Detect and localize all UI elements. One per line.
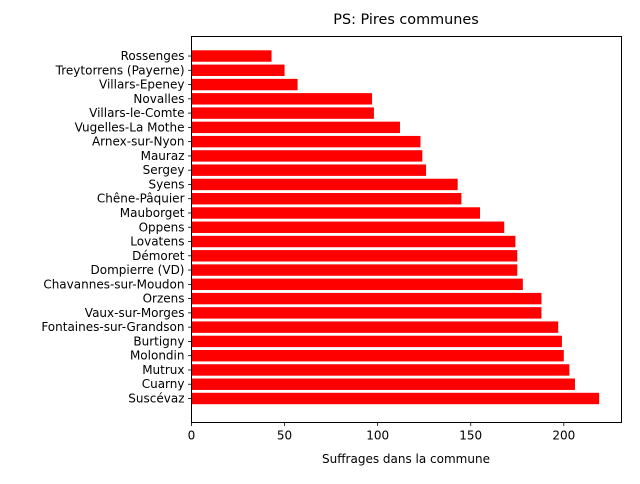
- category-label: Démoret: [132, 249, 185, 263]
- category-label: Treytorrens (Payerne): [55, 63, 185, 77]
- plot-frame: [191, 36, 622, 423]
- bar: [191, 278, 523, 291]
- category-label: Oppens: [139, 220, 185, 234]
- bar: [191, 335, 562, 348]
- category-label: Cuarny: [142, 377, 185, 391]
- category-label: Orzens: [143, 292, 185, 306]
- bar: [191, 392, 600, 405]
- category-label: Sergey: [143, 163, 185, 177]
- bars-group: [191, 50, 600, 405]
- bar: [191, 207, 481, 219]
- category-label: Dompierre (VD): [90, 263, 184, 277]
- bar: [191, 107, 374, 119]
- category-label: Syens: [149, 177, 185, 191]
- category-label: Villars-le-Comte: [89, 106, 184, 120]
- x-tick-label: 50: [277, 429, 292, 443]
- bar: [191, 193, 462, 205]
- bar: [191, 235, 516, 248]
- bar: [191, 164, 427, 176]
- category-label: Burtigny: [133, 334, 184, 348]
- bar: [191, 64, 285, 76]
- bar: [191, 378, 575, 390]
- category-labels: SuscévazCuarnyMutruxMolondinBurtignyFont…: [41, 49, 192, 406]
- bar: [191, 307, 542, 319]
- category-label: Mutrux: [142, 363, 184, 377]
- bar: [191, 221, 505, 233]
- bar: [191, 150, 423, 162]
- bar: [191, 178, 458, 191]
- bar: [191, 121, 400, 134]
- x-tick-label: 0: [188, 429, 196, 443]
- category-label: Vaux-sur-Morges: [85, 306, 185, 320]
- category-label: Rossenges: [121, 49, 185, 63]
- x-tick-label: 200: [552, 429, 575, 443]
- bar: [191, 349, 564, 362]
- bar: [191, 321, 559, 333]
- category-label: Lovatens: [130, 235, 184, 249]
- bar: [191, 78, 298, 91]
- category-label: Villars-Epeney: [99, 78, 185, 92]
- bar: [191, 50, 272, 62]
- category-label: Fontaines-sur-Grandson: [41, 320, 184, 334]
- x-axis-ticks: 0 50 100 150 200: [188, 422, 575, 443]
- bar: [191, 292, 542, 305]
- bar: [191, 135, 421, 148]
- category-label: Mauborget: [120, 206, 185, 220]
- category-label: Arnex-sur-Nyon: [92, 135, 185, 149]
- bar: [191, 93, 373, 105]
- bar: [191, 364, 570, 376]
- x-tick-label: 150: [459, 429, 482, 443]
- category-label: Chavannes-sur-Moudon: [43, 277, 184, 291]
- bar: [191, 264, 518, 276]
- chart-title: PS: Pires communes: [333, 12, 478, 28]
- category-label: Chêne-Pâquier: [97, 192, 185, 206]
- category-label: Mauraz: [141, 149, 185, 163]
- x-tick-label: 100: [366, 429, 389, 443]
- category-label: Suscévaz: [128, 392, 184, 406]
- bar: [191, 250, 518, 262]
- category-label: Molondin: [130, 349, 185, 363]
- category-label: Vugelles-La Mothe: [75, 120, 185, 134]
- category-label: Novalles: [133, 92, 184, 106]
- x-axis-label: Suffrages dans la commune: [322, 452, 490, 466]
